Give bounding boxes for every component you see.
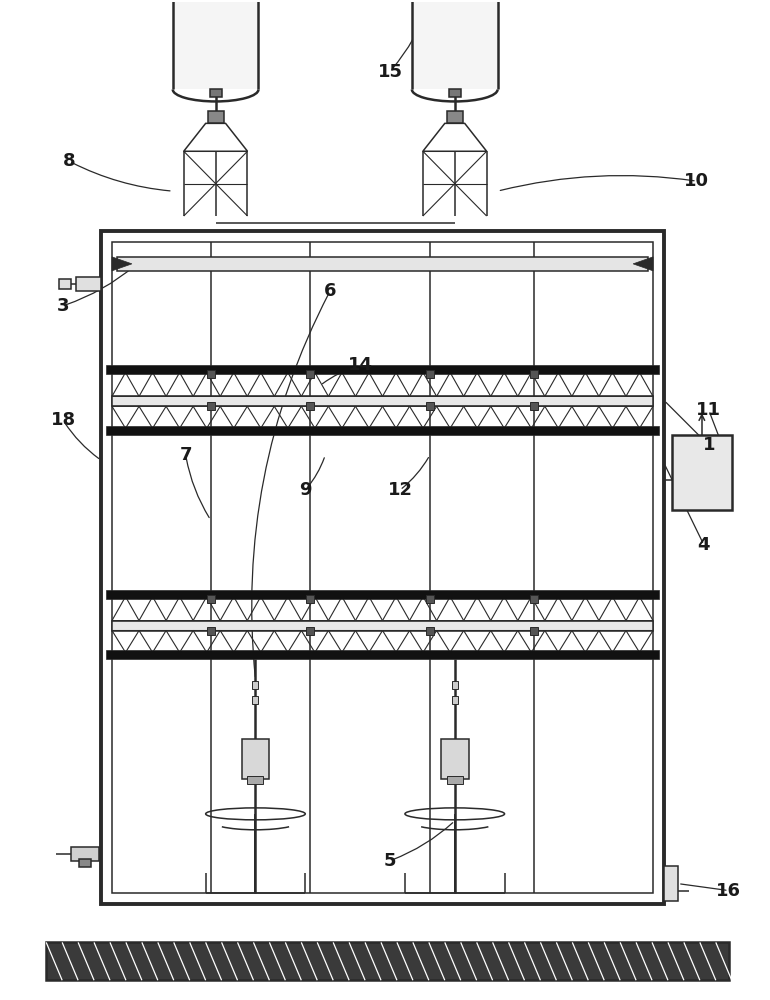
Bar	[106, 365, 659, 374]
Bar	[112, 621, 653, 631]
Polygon shape	[112, 257, 132, 271]
Bar	[412, 0, 497, 89]
Text: 12: 12	[387, 481, 413, 499]
Bar	[426, 595, 434, 603]
Text: 9: 9	[299, 481, 312, 499]
Text: 3: 3	[57, 297, 69, 315]
Bar	[306, 370, 314, 378]
Text: 7: 7	[179, 446, 192, 464]
Bar	[531, 627, 538, 635]
Bar	[664, 866, 678, 901]
Text: 10: 10	[685, 172, 709, 190]
Bar	[452, 696, 457, 704]
Bar	[531, 595, 538, 603]
Bar	[253, 696, 259, 704]
Bar	[59, 279, 71, 289]
Bar	[426, 627, 434, 635]
Bar	[426, 402, 434, 410]
Bar	[449, 89, 460, 97]
Bar	[306, 402, 314, 410]
Bar	[112, 242, 653, 893]
Bar	[242, 739, 270, 779]
Bar	[46, 942, 728, 980]
Text: 11: 11	[696, 401, 721, 419]
Text: 8: 8	[63, 152, 75, 170]
Text: 18: 18	[51, 411, 75, 429]
Bar	[101, 231, 664, 904]
Bar	[253, 681, 259, 689]
Bar	[209, 89, 222, 97]
Bar	[79, 859, 91, 867]
Bar	[206, 402, 215, 410]
Bar	[426, 370, 434, 378]
Text: 6: 6	[324, 282, 336, 300]
Text: 5: 5	[383, 852, 397, 870]
Bar	[447, 111, 463, 123]
Text: 15: 15	[377, 63, 403, 81]
Bar	[106, 590, 659, 599]
Bar	[172, 0, 259, 89]
Bar	[206, 370, 215, 378]
Bar	[440, 739, 469, 779]
Bar	[106, 650, 659, 659]
Text: 16: 16	[716, 882, 742, 900]
Bar	[306, 595, 314, 603]
Bar	[208, 111, 223, 123]
Bar	[531, 402, 538, 410]
Bar	[112, 396, 653, 406]
Bar	[452, 681, 457, 689]
Text: 1: 1	[702, 436, 715, 454]
Bar	[71, 847, 99, 861]
Bar	[106, 426, 659, 435]
Bar	[672, 435, 732, 510]
Bar	[447, 776, 463, 784]
Bar	[306, 627, 314, 635]
Bar	[531, 370, 538, 378]
Bar	[206, 627, 215, 635]
Bar	[117, 257, 648, 271]
Polygon shape	[633, 257, 653, 271]
Bar	[247, 776, 263, 784]
Bar	[76, 277, 101, 291]
Text: 4: 4	[698, 536, 710, 554]
Text: 14: 14	[347, 356, 373, 374]
Bar	[206, 595, 215, 603]
